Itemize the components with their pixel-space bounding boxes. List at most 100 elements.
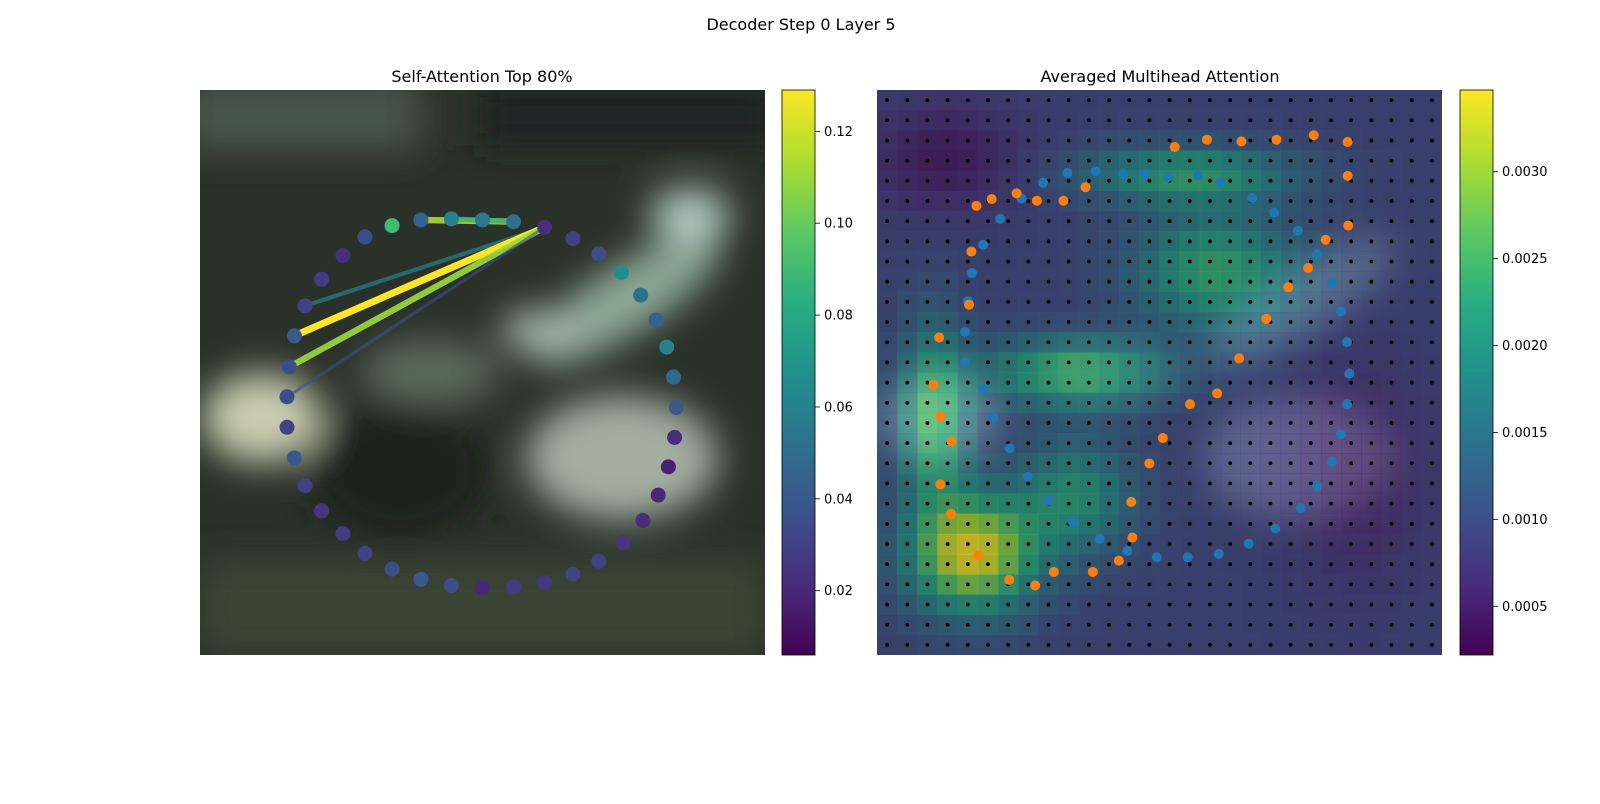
reference-point	[905, 299, 910, 304]
reference-point	[885, 643, 889, 647]
reference-point	[1248, 360, 1253, 365]
reference-point	[1167, 279, 1172, 284]
reference-point	[885, 320, 889, 324]
reference-point	[1107, 239, 1111, 244]
reference-point	[1389, 562, 1394, 567]
reference-point	[1187, 542, 1192, 546]
reference-point	[885, 421, 889, 425]
reference-point	[1248, 178, 1253, 183]
reference-point	[905, 340, 910, 345]
reference-point	[1409, 199, 1414, 203]
query-node	[475, 212, 490, 228]
reference-point	[925, 521, 930, 526]
reference-point	[1308, 441, 1313, 446]
reference-point	[1430, 360, 1434, 365]
blue-sampling-point	[1094, 533, 1105, 544]
reference-point	[1026, 380, 1031, 385]
reference-point	[986, 138, 990, 143]
reference-point	[1349, 602, 1354, 607]
blue-sampling-points	[960, 166, 1355, 563]
reference-point	[945, 299, 950, 304]
reference-point	[1389, 602, 1394, 607]
reference-point	[1086, 501, 1091, 506]
reference-point	[945, 98, 950, 102]
reference-point	[1147, 219, 1152, 224]
reference-point	[1369, 199, 1374, 203]
reference-point	[1228, 340, 1233, 345]
reference-point	[1208, 178, 1212, 183]
reference-point	[1430, 501, 1434, 506]
reference-point	[1026, 199, 1031, 203]
reference-point	[1187, 501, 1192, 506]
orange-sampling-point	[1087, 566, 1098, 577]
orange-sampling-point	[935, 411, 946, 422]
reference-point	[1046, 643, 1051, 647]
reference-point	[1248, 138, 1253, 143]
orange-sampling-point	[934, 332, 945, 343]
reference-point	[1248, 562, 1253, 567]
reference-point	[905, 178, 910, 183]
reference-point	[925, 562, 930, 567]
reference-point	[1006, 400, 1011, 405]
reference-point	[1026, 441, 1031, 446]
reference-point	[1208, 219, 1212, 224]
orange-sampling-point	[1058, 195, 1069, 206]
reference-point	[1369, 118, 1374, 123]
reference-point	[1086, 239, 1091, 244]
reference-point	[986, 602, 990, 607]
blue-sampling-point	[1162, 172, 1173, 183]
reference-point	[1288, 643, 1293, 647]
colorbar-tick-label: 0.08	[824, 309, 853, 324]
reference-point	[1369, 239, 1374, 244]
reference-point	[1127, 320, 1132, 324]
reference-point	[1026, 299, 1031, 304]
reference-point	[1208, 360, 1212, 365]
reference-point	[1409, 259, 1414, 264]
reference-point	[1409, 340, 1414, 345]
blue-sampling-point	[978, 383, 989, 394]
reference-point	[1248, 259, 1253, 264]
reference-point	[925, 199, 930, 203]
reference-point	[1006, 219, 1011, 224]
query-node	[506, 579, 522, 595]
reference-point	[1409, 481, 1414, 486]
blue-sampling-point	[1068, 517, 1079, 528]
query-node	[537, 219, 553, 235]
reference-point	[905, 199, 910, 203]
reference-point	[1086, 602, 1091, 607]
orange-sampling-point	[966, 246, 977, 257]
reference-point	[1349, 461, 1354, 466]
reference-point	[1026, 542, 1031, 546]
reference-point	[1329, 421, 1333, 425]
reference-point	[1349, 299, 1354, 304]
reference-point	[925, 98, 930, 102]
reference-point	[1369, 259, 1374, 264]
reference-point	[1167, 158, 1172, 163]
reference-point	[986, 158, 990, 163]
reference-point	[1147, 421, 1152, 425]
reference-point	[945, 118, 950, 123]
reference-point	[1167, 582, 1172, 587]
reference-point	[885, 582, 889, 587]
reference-point	[1127, 98, 1132, 102]
reference-point	[925, 360, 930, 365]
reference-point	[945, 602, 950, 607]
reference-point	[1066, 360, 1071, 365]
reference-point	[1046, 421, 1051, 425]
reference-point	[945, 542, 950, 546]
reference-point	[1046, 138, 1051, 143]
reference-point	[1329, 138, 1333, 143]
reference-point	[965, 118, 970, 123]
blue-sampling-point	[1247, 192, 1258, 203]
reference-point	[986, 340, 990, 345]
query-node	[615, 535, 631, 551]
reference-point	[1006, 340, 1011, 345]
reference-point	[1228, 259, 1233, 264]
reference-point	[1026, 320, 1031, 324]
reference-point	[1006, 461, 1011, 466]
reference-point	[1369, 178, 1374, 183]
reference-point	[1187, 421, 1192, 425]
reference-point	[1329, 219, 1333, 224]
reference-point	[1369, 582, 1374, 587]
reference-point	[1046, 219, 1051, 224]
